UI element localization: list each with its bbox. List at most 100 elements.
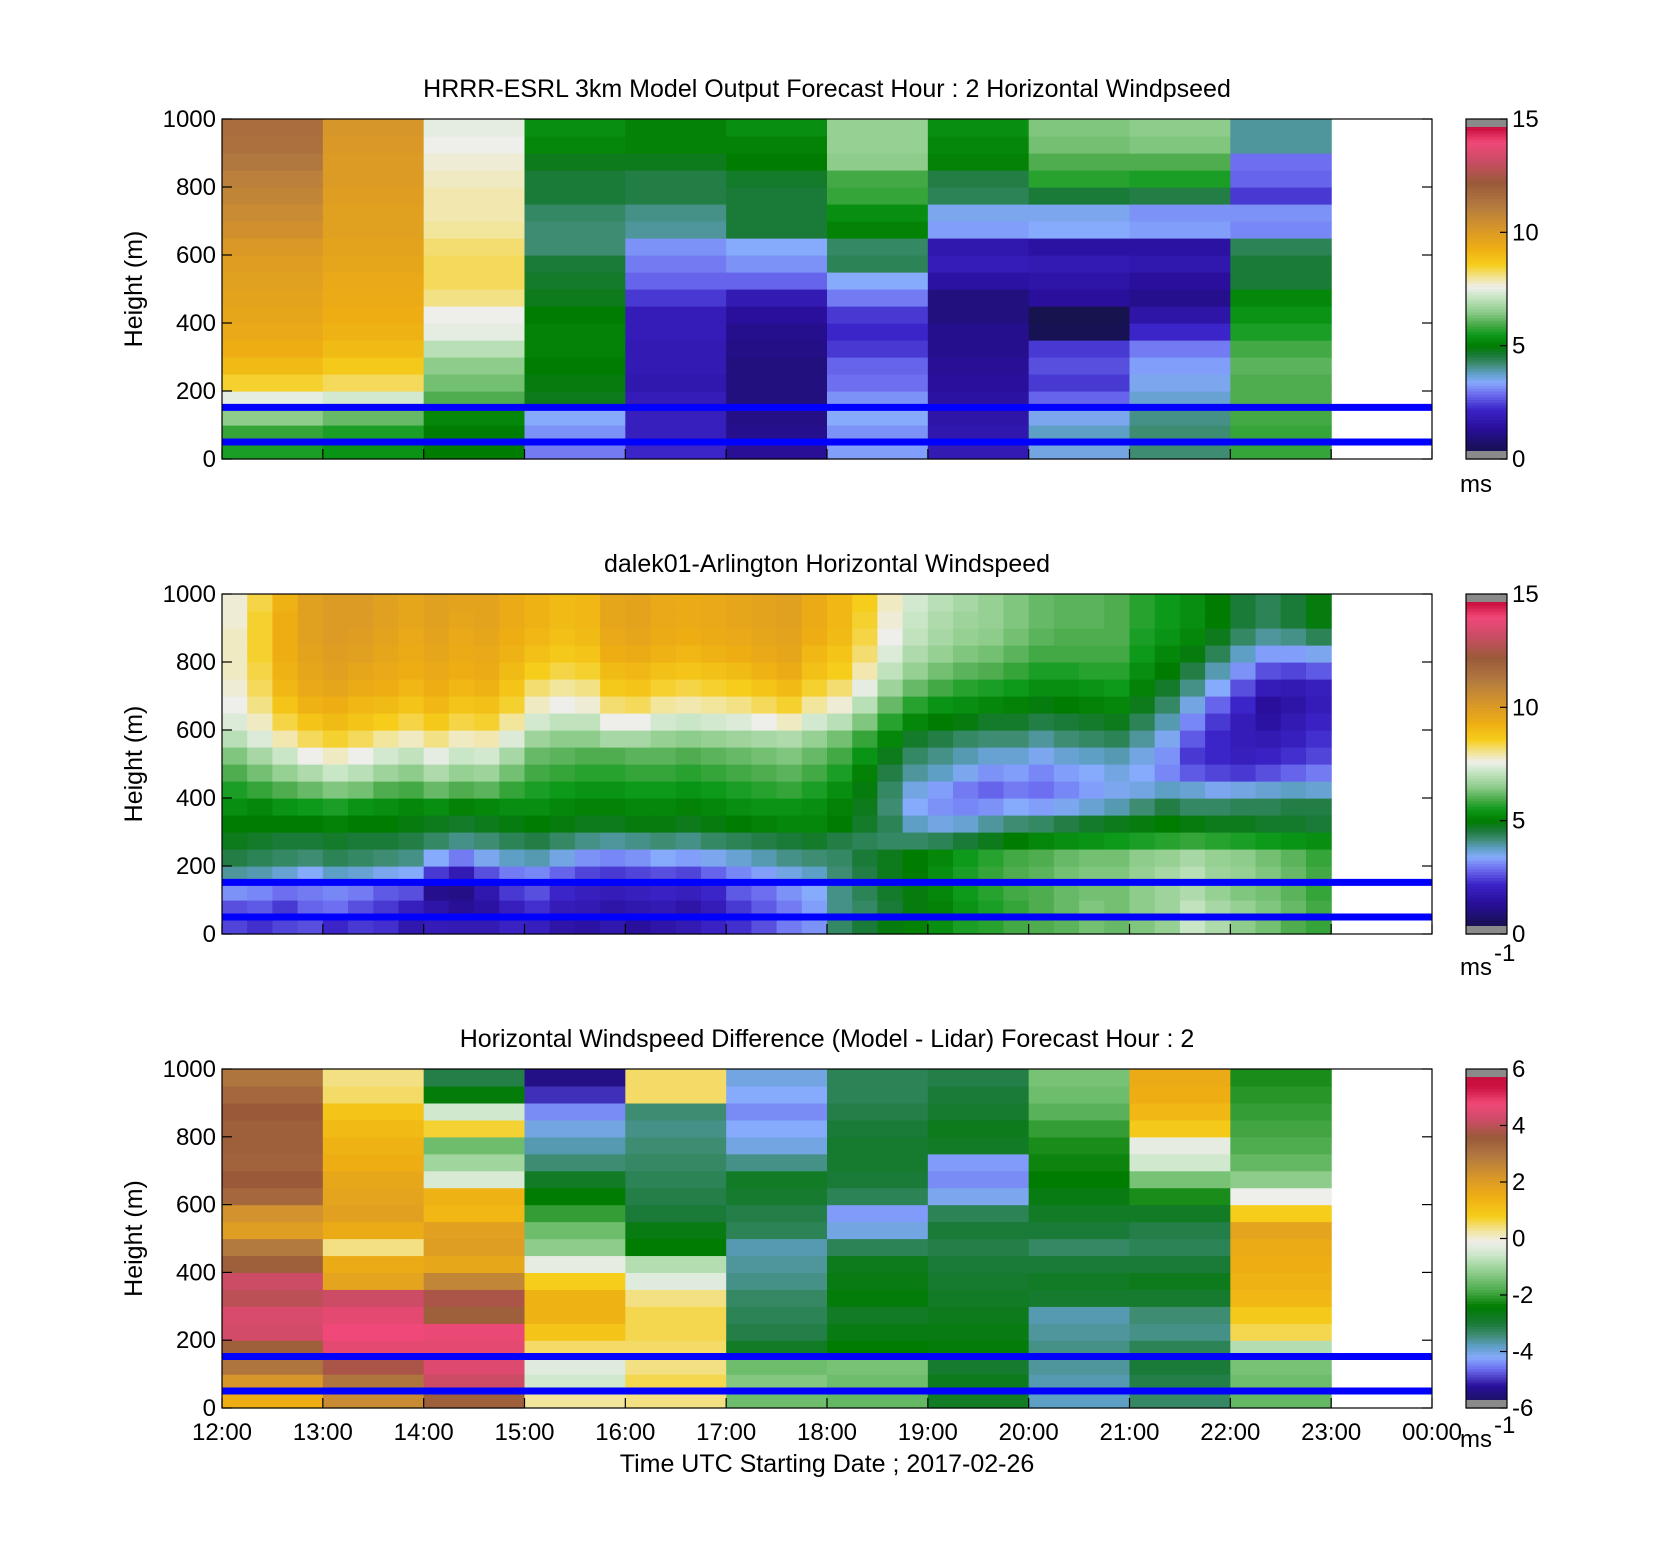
heatmap-cell <box>726 1221 828 1240</box>
heatmap-cell <box>625 357 727 375</box>
heatmap-cell <box>1230 1289 1332 1307</box>
heatmap-cell <box>322 917 349 935</box>
heatmap-cell <box>1280 883 1307 901</box>
heatmap-cell <box>1230 289 1332 307</box>
heatmap-cell <box>625 1119 727 1138</box>
heatmap-cell <box>297 781 324 799</box>
colorbar-segment <box>1466 136 1507 140</box>
heatmap-cell <box>927 1323 1030 1341</box>
heatmap-cell <box>852 645 879 663</box>
heatmap-cell <box>852 611 879 629</box>
colorbar-segment <box>1466 274 1507 279</box>
colorbar-segment <box>1466 1122 1507 1127</box>
colorbar-segment <box>1466 1348 1507 1353</box>
heatmap-cell <box>776 662 803 680</box>
heatmap-cell <box>247 781 274 799</box>
colorbar-segment <box>1466 1102 1507 1107</box>
heatmap-cell <box>423 340 526 358</box>
colorbar-segment <box>1466 1196 1507 1200</box>
colorbar-segment <box>1466 630 1507 635</box>
heatmap-cell <box>423 306 526 324</box>
heatmap-cell <box>1230 1272 1332 1290</box>
heatmap-cell <box>574 917 601 935</box>
colorbar-segment <box>1466 647 1507 652</box>
heatmap-cell <box>423 1357 526 1375</box>
colorbar-segment <box>1466 676 1507 680</box>
heatmap-cell <box>1129 628 1156 646</box>
heatmap-cell <box>625 1102 727 1121</box>
heatmap-cell <box>1230 764 1257 782</box>
heatmap-cell <box>1230 1306 1332 1324</box>
heatmap-cell <box>927 323 1030 341</box>
colorbar-segment <box>1466 701 1507 706</box>
heatmap-cell <box>1079 883 1105 901</box>
heatmap-cell <box>1028 1102 1131 1121</box>
colorbar-segment <box>1466 303 1507 307</box>
heatmap-cell <box>1230 425 1332 443</box>
heatmap-cell <box>423 204 526 222</box>
heatmap-cell <box>852 747 879 765</box>
colorbar-segment <box>1466 877 1507 881</box>
heatmap-cell <box>827 1187 929 1206</box>
heatmap-cell <box>1028 798 1055 816</box>
heatmap-cell <box>1053 628 1080 646</box>
heatmap-cell <box>776 645 803 663</box>
colorbar-segment <box>1466 362 1507 367</box>
colorbar-segment <box>1466 619 1507 623</box>
colorbar-segment <box>1466 1201 1507 1206</box>
heatmap-cell <box>927 153 1030 171</box>
heatmap-cell <box>524 883 551 901</box>
heatmap-cell <box>1053 645 1080 663</box>
heatmap-cell <box>1154 832 1181 850</box>
heatmap-cell <box>827 442 929 460</box>
heatmap-cell <box>978 662 1005 680</box>
heatmap-cell <box>625 900 652 918</box>
colorbar-segment <box>1466 764 1507 768</box>
heatmap-cell <box>625 713 652 731</box>
colorbar-segment <box>1466 778 1507 782</box>
heatmap-cell <box>222 798 248 816</box>
heatmap-cell <box>1028 628 1055 646</box>
colorbar-segment <box>1466 902 1507 907</box>
heatmap-cell <box>348 594 374 612</box>
heatmap-cell <box>625 1204 727 1223</box>
heatmap-cell <box>524 1306 626 1324</box>
heatmap-cell <box>927 815 954 833</box>
heatmap-cell <box>1230 1204 1332 1223</box>
heatmap-cell <box>1230 1153 1332 1172</box>
heatmap-cell <box>524 1357 626 1375</box>
colorbar-segment <box>1466 755 1507 759</box>
heatmap-cell <box>1205 798 1231 816</box>
heatmap-cell <box>499 611 526 629</box>
heatmap-cell <box>373 883 400 901</box>
y-tick-label: 800 <box>176 649 216 676</box>
colorbar-segment <box>1466 628 1507 632</box>
heatmap-cell <box>1028 408 1131 426</box>
heatmap-cell <box>1104 883 1131 901</box>
colorbar-unit: ms <box>1460 954 1492 981</box>
heatmap-cell <box>1129 1102 1231 1121</box>
heatmap-cell <box>1305 764 1332 782</box>
heatmap-cell <box>877 594 904 612</box>
heatmap-cell <box>1230 594 1257 612</box>
colorbar-segment <box>1466 846 1507 850</box>
heatmap-cell <box>1230 1119 1332 1138</box>
heatmap-cell <box>524 781 551 799</box>
colorbar-segment <box>1466 1235 1507 1240</box>
heatmap-cell <box>1280 594 1307 612</box>
heatmap-cell <box>1129 849 1156 867</box>
colorbar-segment <box>1466 894 1507 898</box>
heatmap-cell <box>524 238 626 256</box>
colorbar-segment <box>1466 306 1507 310</box>
colorbar-segment <box>1466 181 1507 185</box>
heatmap-cell <box>272 713 299 731</box>
heatmap-cell <box>549 917 576 935</box>
heatmap-cell <box>650 713 677 731</box>
heatmap-cell <box>524 357 626 375</box>
heatmap-cell <box>549 645 576 663</box>
heatmap-cell <box>1154 781 1181 799</box>
heatmap-cell <box>272 764 299 782</box>
heatmap-cell <box>726 917 752 935</box>
heatmap-cell <box>222 662 248 680</box>
